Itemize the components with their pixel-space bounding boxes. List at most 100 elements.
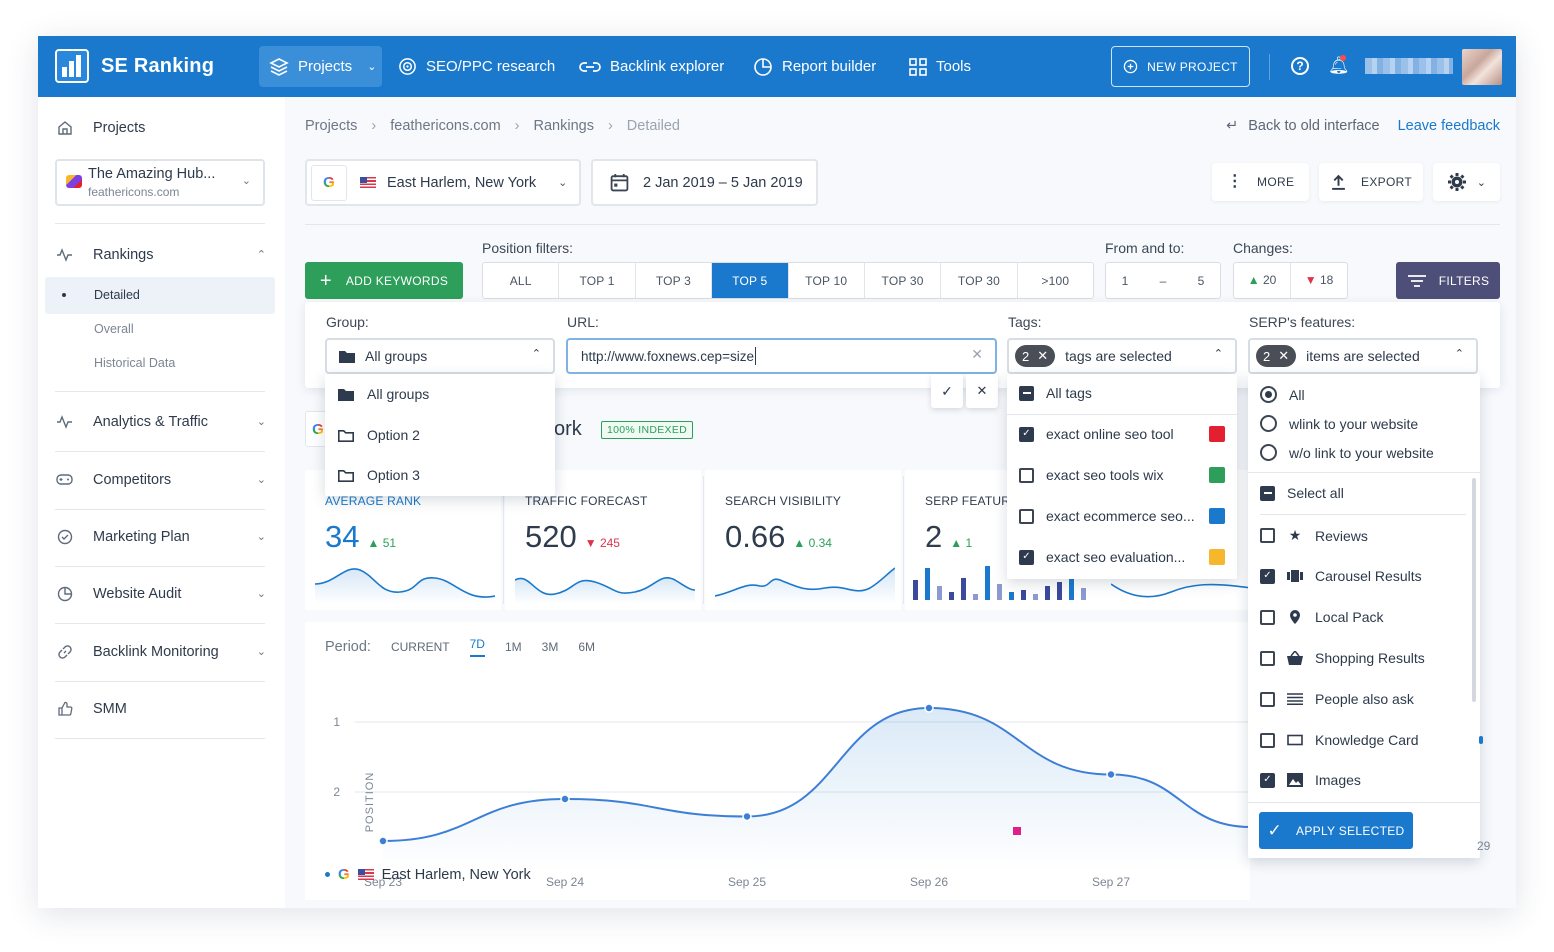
period-3m[interactable]: 3M bbox=[541, 640, 559, 654]
nav-backlink-explorer[interactable]: Backlink explorer bbox=[579, 36, 724, 97]
group-select[interactable]: All groups ⌃ bbox=[325, 338, 555, 374]
clear-icon[interactable]: ✕ bbox=[971, 346, 983, 362]
serp-features-select[interactable]: 2 ✕ items are selected ⌃ bbox=[1248, 338, 1478, 374]
checkbox-checked[interactable]: ✓ bbox=[1260, 772, 1275, 788]
user-name-blurred[interactable] bbox=[1365, 58, 1453, 74]
checkbox-unchecked[interactable] bbox=[1260, 732, 1275, 748]
sidebar-subitem-detailed[interactable]: Detailed bbox=[94, 288, 140, 302]
avatar[interactable] bbox=[1462, 49, 1502, 85]
serp-radio-option[interactable]: wlink to your website bbox=[1260, 415, 1418, 432]
position-filter-top30-b[interactable]: TOP 30 bbox=[941, 263, 1018, 298]
checkbox-checked[interactable]: ✓ bbox=[1019, 549, 1034, 565]
tags-select[interactable]: 2 ✕ tags are selected ⌃ bbox=[1007, 338, 1237, 374]
breadcrumb-item[interactable]: Projects bbox=[305, 118, 358, 134]
radio-unselected[interactable] bbox=[1260, 444, 1277, 461]
location-selector[interactable]: G East Harlem, New York ⌄ bbox=[305, 159, 581, 206]
serp-option-reviews[interactable]: ★ Reviews bbox=[1260, 527, 1368, 544]
checkbox-unchecked[interactable] bbox=[1260, 528, 1275, 543]
sidebar-item-marketing-plan[interactable]: Marketing Plan ⌄ bbox=[56, 528, 266, 545]
radio-unselected[interactable] bbox=[1260, 415, 1277, 432]
period-1m[interactable]: 1M bbox=[504, 640, 522, 654]
project-selector[interactable]: The Amazing Hub... feathericons.com ⌄ bbox=[55, 159, 265, 206]
nav-seo-ppc[interactable]: SEO/PPC research bbox=[398, 36, 555, 97]
sidebar-item-competitors[interactable]: Competitors ⌄ bbox=[56, 471, 266, 488]
nav-projects[interactable]: Projects ⌄ bbox=[259, 46, 382, 87]
checkbox-checked[interactable]: ✓ bbox=[1019, 426, 1034, 442]
nav-tools[interactable]: Tools bbox=[909, 36, 971, 97]
serp-select-all[interactable]: Select all bbox=[1260, 485, 1344, 501]
position-filter-top3[interactable]: TOP 3 bbox=[636, 263, 713, 298]
metric-card-search-visibility[interactable]: SEARCH VISIBILITY 0.66 ▲ 0.34 bbox=[705, 470, 901, 610]
sidebar-item-analytics[interactable]: Analytics & Traffic ⌄ bbox=[56, 413, 266, 430]
export-button[interactable]: EXPORT bbox=[1319, 163, 1423, 201]
serp-option-carousel[interactable]: ✓ Carousel Results bbox=[1260, 568, 1422, 584]
from-input[interactable]: 1 bbox=[1121, 273, 1129, 288]
checkbox-unchecked[interactable] bbox=[1019, 508, 1034, 524]
group-option[interactable]: Option 2 bbox=[337, 427, 420, 443]
tag-option[interactable]: ✓ exact online seo tool bbox=[1019, 426, 1174, 442]
changes-down[interactable]: ▼ 18 bbox=[1291, 263, 1347, 298]
tag-option[interactable]: exact seo tools wix bbox=[1019, 467, 1164, 483]
scrollbar[interactable] bbox=[1472, 478, 1476, 702]
changes-up[interactable]: ▲ 20 bbox=[1234, 263, 1291, 298]
sidebar-item-projects[interactable]: Projects bbox=[56, 119, 145, 136]
serp-option-shopping[interactable]: Shopping Results bbox=[1260, 650, 1425, 666]
tag-option[interactable]: exact ecommerce seo... bbox=[1019, 508, 1195, 524]
sidebar-item-website-audit[interactable]: Website Audit ⌄ bbox=[56, 585, 266, 602]
breadcrumb-item[interactable]: feathericons.com bbox=[390, 118, 501, 134]
to-input[interactable]: 5 bbox=[1197, 273, 1205, 288]
serp-option-knowledge-card[interactable]: Knowledge Card bbox=[1260, 732, 1419, 748]
sidebar-item-smm[interactable]: SMM bbox=[56, 700, 127, 717]
position-filter-top5[interactable]: TOP 5 bbox=[712, 263, 789, 298]
checkbox-checked[interactable]: ✓ bbox=[1260, 568, 1275, 584]
nav-report-builder[interactable]: Report builder bbox=[753, 36, 876, 97]
confirm-url-button[interactable]: ✓ bbox=[931, 374, 963, 408]
checkbox-indeterminate[interactable] bbox=[1019, 385, 1034, 401]
group-option[interactable]: Option 3 bbox=[337, 467, 420, 483]
serp-radio-option[interactable]: w/o link to your website bbox=[1260, 444, 1434, 461]
add-keywords-button[interactable]: + ADD KEYWORDS bbox=[305, 262, 463, 299]
breadcrumb-item[interactable]: Rankings bbox=[533, 118, 594, 134]
event-marker[interactable] bbox=[1013, 827, 1021, 835]
period-7d[interactable]: 7D bbox=[469, 637, 485, 657]
filters-button[interactable]: FILTERS bbox=[1396, 262, 1500, 299]
position-filter-top1[interactable]: TOP 1 bbox=[559, 263, 636, 298]
radio-selected[interactable] bbox=[1260, 386, 1277, 403]
close-icon[interactable]: ✕ bbox=[1278, 348, 1290, 363]
tag-option[interactable]: ✓ exact seo evaluation... bbox=[1019, 549, 1185, 565]
sidebar-subitem-overall[interactable]: Overall bbox=[94, 322, 134, 336]
checkbox-unchecked[interactable] bbox=[1260, 609, 1275, 625]
checkbox-unchecked[interactable] bbox=[1260, 691, 1275, 707]
position-filter-top10[interactable]: TOP 10 bbox=[789, 263, 865, 298]
serp-option-local-pack[interactable]: Local Pack bbox=[1260, 609, 1383, 625]
cancel-url-button[interactable]: ✕ bbox=[966, 374, 998, 408]
position-filter-all[interactable]: ALL bbox=[483, 263, 560, 298]
period-current[interactable]: CURRENT bbox=[390, 640, 450, 654]
sidebar-subitem-historical[interactable]: Historical Data bbox=[94, 356, 176, 370]
serp-radio-option[interactable]: All bbox=[1260, 386, 1305, 403]
leave-feedback-link[interactable]: Leave feedback bbox=[1397, 118, 1500, 134]
tag-option-all[interactable]: All tags bbox=[1019, 385, 1092, 401]
sidebar-item-rankings[interactable]: Rankings ⌃ bbox=[56, 246, 266, 263]
group-option[interactable]: All groups bbox=[337, 386, 429, 402]
more-button[interactable]: ⋮ MORE bbox=[1212, 163, 1309, 201]
serp-option-people-also-ask[interactable]: People also ask bbox=[1260, 691, 1414, 707]
close-icon[interactable]: ✕ bbox=[1037, 348, 1049, 363]
position-filter-top30[interactable]: TOP 30 bbox=[865, 263, 942, 298]
url-input[interactable]: http://www.foxnews.cep=size ✕ bbox=[566, 338, 997, 374]
checkbox-indeterminate[interactable] bbox=[1260, 485, 1275, 501]
sidebar-item-backlink-monitoring[interactable]: Backlink Monitoring ⌄ bbox=[56, 643, 266, 660]
period-6m[interactable]: 6M bbox=[578, 640, 595, 654]
app-logo[interactable]: SE Ranking bbox=[55, 49, 214, 83]
settings-button[interactable]: ⌄ bbox=[1433, 163, 1500, 201]
new-project-button[interactable]: NEW PROJECT bbox=[1111, 46, 1250, 87]
bell-icon[interactable]: 🔔︎ bbox=[1328, 56, 1350, 75]
position-filter-over100[interactable]: >100 bbox=[1041, 273, 1070, 288]
apply-selected-button[interactable]: ✓ APPLY SELECTED bbox=[1259, 812, 1413, 849]
serp-option-images[interactable]: ✓ Images bbox=[1260, 772, 1361, 788]
back-old-interface-link[interactable]: ↵ Back to old interface bbox=[1226, 118, 1380, 134]
date-range-picker[interactable]: 2 Jan 2019 – 5 Jan 2019 bbox=[591, 159, 818, 206]
checkbox-unchecked[interactable] bbox=[1260, 650, 1275, 666]
help-icon[interactable]: ? bbox=[1291, 57, 1309, 75]
checkbox-unchecked[interactable] bbox=[1019, 467, 1034, 483]
